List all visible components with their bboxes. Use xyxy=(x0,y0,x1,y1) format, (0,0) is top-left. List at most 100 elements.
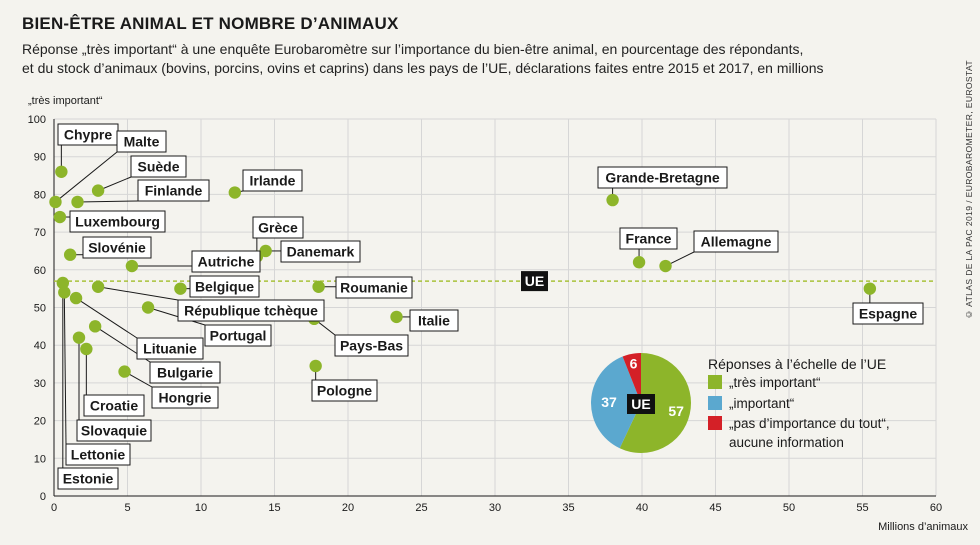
point-slovenie xyxy=(63,248,77,261)
point-pologne xyxy=(309,359,322,373)
label-autriche: Autriche xyxy=(191,250,261,273)
label-portugal: Portugal xyxy=(204,324,272,347)
label-box xyxy=(409,309,459,332)
label-pologne: Pologne xyxy=(311,379,378,402)
x-tick-label: 0 xyxy=(51,502,57,514)
pie-slice-0 xyxy=(619,353,691,453)
point-allemagne xyxy=(659,259,672,273)
label-text: Pays-Bas xyxy=(340,338,403,354)
label-text: Bulgarie xyxy=(157,365,213,381)
label-text: Croatie xyxy=(90,398,138,414)
label-roumanie: Roumanie xyxy=(335,276,413,299)
label-box xyxy=(335,276,413,299)
label-text: Finlande xyxy=(145,183,203,199)
label-box xyxy=(83,394,145,417)
x-tick-label: 25 xyxy=(415,502,427,514)
label-italie: Italie xyxy=(409,309,459,332)
legend-swatch-1 xyxy=(708,396,722,410)
point-lettonie xyxy=(58,286,71,299)
legend-swatch-2 xyxy=(708,416,722,430)
leader-lituanie xyxy=(75,297,138,339)
label-danemark: Danemark xyxy=(280,240,361,263)
legend-entry-1: „important“ xyxy=(729,396,794,411)
point-chypre xyxy=(55,165,68,178)
label-box xyxy=(149,361,221,384)
ue-reference-tag: UE xyxy=(521,271,548,292)
point-roumanie xyxy=(312,280,325,293)
label-text: Allemagne xyxy=(701,234,772,250)
label-text: Autriche xyxy=(198,254,255,270)
subtitle-line-1: Réponse „très important“ à une enquête E… xyxy=(22,41,804,57)
label-box xyxy=(137,179,210,202)
point-finlande xyxy=(71,195,84,209)
label-text: Hongrie xyxy=(159,390,212,406)
ue-tag-label: UE xyxy=(525,273,544,289)
point-portugal xyxy=(141,301,155,314)
point-suede xyxy=(91,184,105,197)
label-croatie: Croatie xyxy=(83,394,145,417)
label-irlande: Irlande xyxy=(242,169,303,192)
label-box xyxy=(189,275,260,298)
x-tick-label: 50 xyxy=(783,502,795,514)
x-tick-label: 55 xyxy=(856,502,868,514)
x-tick-label: 40 xyxy=(636,502,648,514)
label-republique-tcheque: République tchèque xyxy=(177,299,325,322)
pie-center-box xyxy=(627,394,655,414)
pie-center-label: UE xyxy=(631,396,650,412)
pie-legend: Réponses à l’échelle de l’UE „très import… xyxy=(708,356,890,450)
point-malte xyxy=(49,195,62,209)
legend-entry-0: „très important“ xyxy=(729,375,821,390)
point-slovaquie xyxy=(72,331,86,344)
label-malte: Malte xyxy=(116,130,167,153)
label-text: Irlande xyxy=(250,173,296,189)
pie-slice-1 xyxy=(590,356,641,449)
label-box xyxy=(116,130,167,153)
label-luxembourg: Luxembourg xyxy=(69,210,166,233)
label-allemagne: Allemagne xyxy=(693,230,779,253)
label-box xyxy=(65,443,131,466)
label-box xyxy=(334,334,409,357)
leader-republique-tcheque xyxy=(98,286,179,301)
point-espagne xyxy=(863,282,877,295)
label-slovaquie: Slovaquie xyxy=(76,419,152,442)
label-text: Belgique xyxy=(195,279,254,295)
point-hongrie xyxy=(118,365,131,378)
label-box xyxy=(597,166,728,189)
point-grande-bretagne xyxy=(606,193,619,207)
label-box xyxy=(311,379,378,402)
label-text: Luxembourg xyxy=(75,214,160,230)
label-text: Grande-Bretagne xyxy=(605,170,720,186)
label-lituanie: Lituanie xyxy=(136,337,204,360)
label-text: Danemark xyxy=(287,244,355,260)
point-autriche xyxy=(125,259,139,273)
label-pays-bas: Pays-Bas xyxy=(334,334,409,357)
x-tick-label: 35 xyxy=(562,502,574,514)
leader-portugal xyxy=(147,307,206,326)
x-axis-label: Millions d’animaux xyxy=(878,521,968,533)
label-text: Estonie xyxy=(63,471,114,487)
x-tick-label: 15 xyxy=(268,502,280,514)
label-finlande: Finlande xyxy=(137,179,210,202)
y-tick-label: 0 xyxy=(40,491,46,503)
y-tick-label: 30 xyxy=(34,378,46,390)
label-hongrie: Hongrie xyxy=(151,386,219,409)
label-box xyxy=(852,302,924,325)
point-republique-tcheque xyxy=(91,280,105,293)
label-box xyxy=(136,337,204,360)
label-france: France xyxy=(619,227,678,250)
point-croatie xyxy=(80,342,93,356)
y-tick-label: 20 xyxy=(34,416,46,428)
label-text: Italie xyxy=(418,313,450,329)
label-box xyxy=(204,324,272,347)
label-chypre: Chypre xyxy=(57,123,119,146)
point-france xyxy=(632,256,646,269)
y-tick-label: 90 xyxy=(34,152,46,164)
label-text: Espagne xyxy=(859,306,918,322)
label-box xyxy=(76,419,152,442)
label-text: Lettonie xyxy=(71,447,126,463)
leader-finlande xyxy=(77,200,139,203)
x-tick-label: 20 xyxy=(342,502,354,514)
label-text: République tchèque xyxy=(184,303,318,319)
label-estonie: Estonie xyxy=(57,467,119,490)
point-labels: Chypre Malte Suède Finlande Irlande Luxembour… xyxy=(57,123,924,490)
